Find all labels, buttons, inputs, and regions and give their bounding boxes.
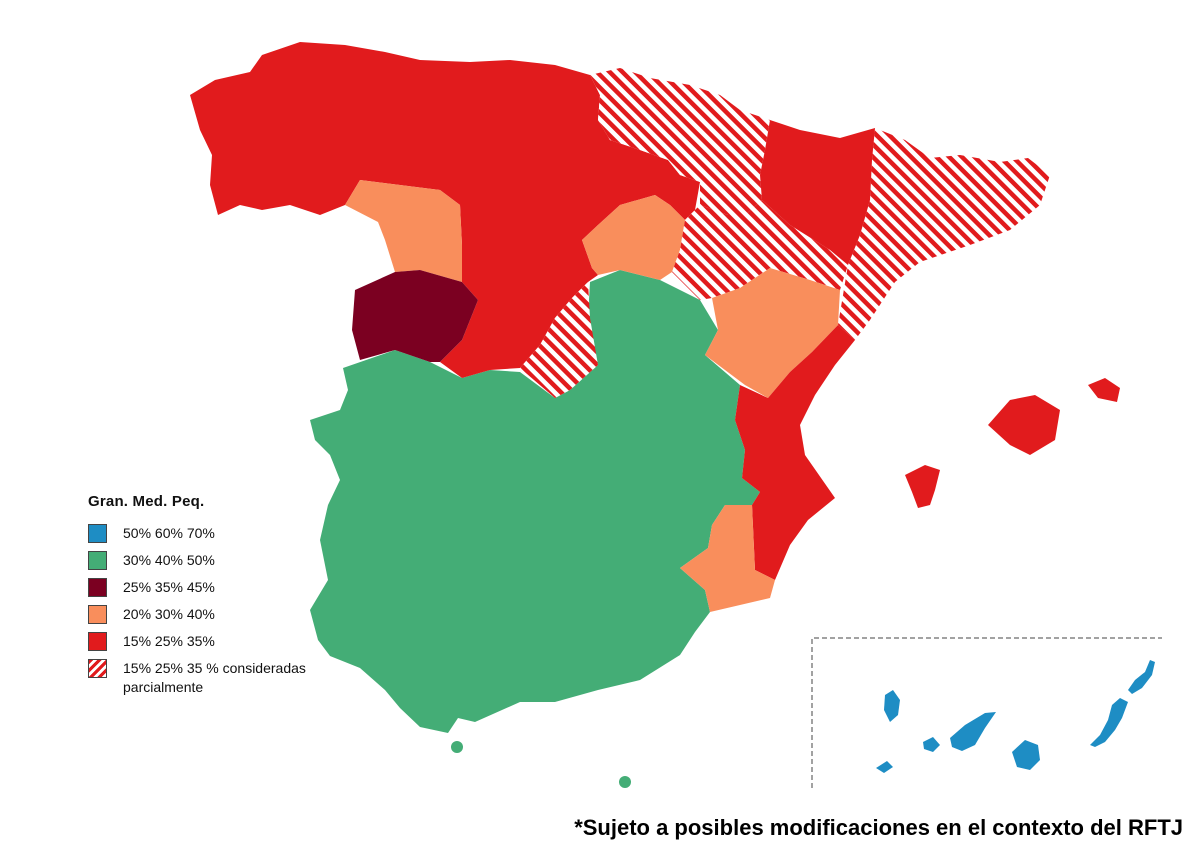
island-el-hierro: [876, 761, 893, 773]
legend-item-orange: 20% 30% 40%: [88, 605, 363, 632]
region-zaragoza-hatched: [672, 200, 848, 300]
region-maroon: [352, 270, 478, 362]
island-tenerife: [950, 712, 996, 751]
legend-swatch-maroon: [88, 578, 107, 597]
legend-swatch-blue: [88, 524, 107, 543]
region-andalucia-castilla-extremadura: [310, 270, 760, 733]
region-basque-navarra-hatched: [590, 68, 770, 215]
island-la-gomera: [923, 737, 940, 752]
legend-item-blue: 50% 60% 70%: [88, 524, 363, 551]
legend-title: Gran. Med. Peq.: [88, 493, 205, 510]
island-gran-canaria: [1012, 740, 1040, 770]
footnote: *Sujeto a posibles modificaciones en el …: [574, 815, 1183, 840]
legend-item-hatched: 15% 25% 35 % consideradas parcialmente: [88, 659, 363, 695]
region-catalonia-hatched: [838, 128, 1050, 340]
legend-item-red: 15% 25% 35%: [88, 632, 363, 659]
legend-item-green: 30% 40% 50%: [88, 551, 363, 578]
legend-label: 15% 25% 35 % consideradas parcialmente: [123, 660, 306, 695]
legend-label: 15% 25% 35%: [123, 633, 215, 649]
region-huesca: [760, 120, 875, 265]
legend-swatch-red: [88, 632, 107, 651]
island-lanzarote: [1128, 660, 1155, 694]
island-ibiza: [905, 465, 940, 508]
legend-label: 50% 60% 70%: [123, 525, 215, 541]
melilla: [619, 776, 631, 788]
island-menorca: [1088, 378, 1120, 402]
region-teruel-orange: [705, 268, 840, 398]
ceuta: [451, 741, 463, 753]
legend-label: 30% 40% 50%: [123, 552, 215, 568]
legend-swatch-hatched: [88, 659, 107, 678]
island-la-palma: [884, 690, 900, 722]
region-galicia-asturias-castilla-leon: [190, 42, 700, 378]
island-fuerteventura: [1090, 698, 1128, 747]
legend-label: 25% 35% 45%: [123, 579, 215, 595]
island-mallorca: [988, 395, 1060, 455]
legend-label: 20% 30% 40%: [123, 606, 215, 622]
region-soria-orange: [582, 195, 685, 280]
region-murcia-orange: [680, 505, 775, 612]
region-madrid-hatched: [520, 282, 598, 398]
legend: Gran. Med. Peq. 50% 60% 70% 30% 40% 50% …: [88, 493, 363, 695]
canary-inset-border: [811, 637, 1162, 788]
legend-swatch-green: [88, 551, 107, 570]
region-valencia: [735, 325, 855, 580]
region-leon-orange: [345, 180, 462, 282]
legend-swatch-orange: [88, 605, 107, 624]
legend-item-maroon: 25% 35% 45%: [88, 578, 363, 605]
